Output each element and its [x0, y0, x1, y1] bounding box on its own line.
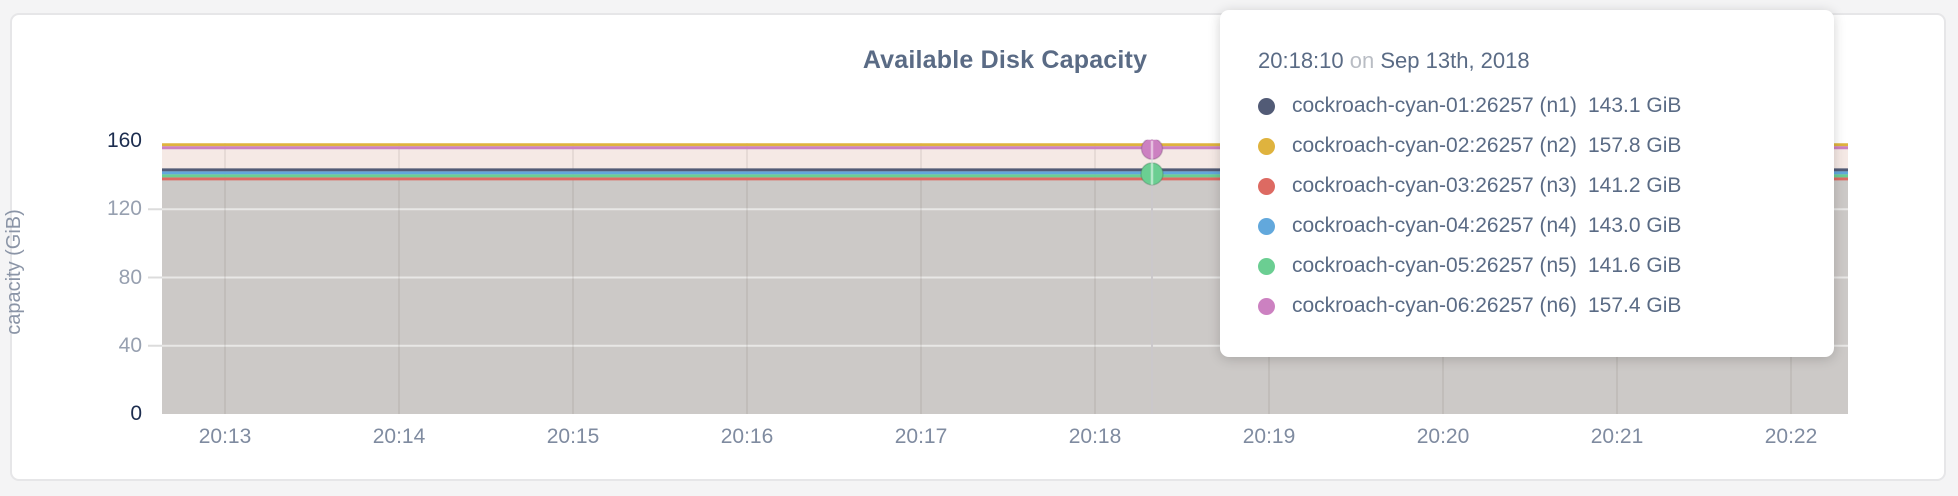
x-tick-label: 20:20 [1416, 425, 1470, 448]
series-value: 143.0 GiB [1588, 214, 1682, 237]
series-color-dot-icon [1258, 97, 1275, 115]
series-value: 141.2 GiB [1588, 174, 1682, 197]
x-tick-label: 20:18 [1068, 425, 1122, 448]
y-tick-label: 120 [106, 197, 142, 221]
x-tick-label: 20:19 [1242, 425, 1296, 448]
tooltip-row: cockroach-cyan-02:26257 (n2) 157.8 GiB [1258, 126, 1804, 166]
x-tick-label: 20:14 [372, 425, 426, 448]
series-color-dot-icon [1258, 217, 1275, 235]
series-value: 143.1 GiB [1588, 94, 1682, 117]
series-value: 157.4 GiB [1588, 294, 1682, 317]
tooltip-row: cockroach-cyan-06:26257 (n6) 157.4 GiB [1258, 286, 1804, 326]
y-tick-label: 0 [130, 402, 142, 425]
y-tick-label: 160 [106, 129, 142, 152]
series-color-dot-icon [1258, 257, 1275, 275]
series-value: 157.8 GiB [1588, 134, 1682, 157]
x-tick-label: 20:13 [198, 425, 252, 448]
tooltip-rows: cockroach-cyan-01:26257 (n1) 143.1 GiB coc… [1258, 86, 1804, 326]
tooltip-time: 20:18:10 [1258, 48, 1344, 73]
x-tick-label: 20:16 [720, 425, 774, 448]
series-name: cockroach-cyan-04:26257 (n4) [1292, 214, 1577, 237]
y-tick-label: 40 [118, 333, 142, 357]
series-color-dot-icon [1258, 297, 1275, 315]
tooltip-date: Sep 13th, 2018 [1380, 48, 1530, 73]
series-color-dot-icon [1258, 177, 1275, 195]
x-tick-label: 20:21 [1590, 425, 1644, 448]
series-color-dot-icon [1258, 137, 1275, 155]
tooltip-row: cockroach-cyan-01:26257 (n1) 143.1 GiB [1258, 86, 1804, 126]
x-tick-label: 20:22 [1764, 425, 1818, 448]
chart-title: Available Disk Capacity [862, 46, 1148, 74]
y-axis-label: capacity (GiB) [3, 209, 25, 335]
hover-tooltip: 20:18:10 on Sep 13th, 2018 cockroach-cya… [1220, 10, 1834, 357]
series-name: cockroach-cyan-03:26257 (n3) [1292, 174, 1577, 197]
series-name: cockroach-cyan-05:26257 (n5) [1292, 254, 1577, 277]
series-value: 141.6 GiB [1588, 254, 1682, 277]
series-name: cockroach-cyan-02:26257 (n2) [1292, 134, 1577, 157]
tooltip-connector: on [1349, 48, 1375, 73]
x-tick-label: 20:15 [546, 425, 600, 448]
tooltip-row: cockroach-cyan-04:26257 (n4) 143.0 GiB [1258, 206, 1804, 246]
tooltip-header: 20:18:10 on Sep 13th, 2018 [1258, 48, 1804, 74]
x-tick-label: 20:17 [894, 425, 948, 448]
series-name: cockroach-cyan-01:26257 (n1) [1292, 94, 1577, 117]
tooltip-row: cockroach-cyan-05:26257 (n5) 141.6 GiB [1258, 246, 1804, 286]
series-name: cockroach-cyan-06:26257 (n6) [1292, 294, 1577, 317]
tooltip-row: cockroach-cyan-03:26257 (n3) 141.2 GiB [1258, 166, 1804, 206]
y-tick-label: 80 [118, 265, 142, 289]
